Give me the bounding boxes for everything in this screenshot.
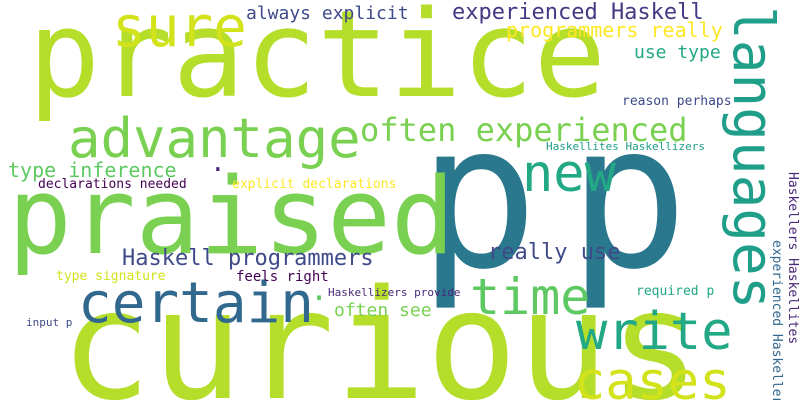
word-programmers-really: programmers really	[506, 18, 723, 42]
word-use-type: use type	[634, 42, 721, 63]
word-certain: certain	[78, 271, 315, 336]
word-required-p: required p	[636, 284, 715, 299]
word-always-explicit: always explicit	[246, 3, 409, 24]
word-type-signature: type signature	[56, 269, 166, 284]
word-p-large-first: p	[418, 81, 539, 314]
word-new: new	[522, 144, 616, 204]
word-feels-right: feels right	[236, 269, 329, 285]
word-type-inference: type inference	[8, 158, 177, 182]
word-haskell-programmers: Haskell programmers	[122, 246, 374, 271]
word-input-p: input p	[26, 316, 73, 329]
word-haskellers-haskellites: Haskellers Haskellites	[785, 172, 800, 345]
word-often-see: often see	[334, 300, 432, 321]
word-haskellizers-provide: Haskellizers provide	[328, 286, 461, 299]
word-p-large-second: p	[568, 81, 689, 314]
word-haskellites-haskellizers: Haskellites Haskellizers	[546, 140, 705, 153]
word-curious: curious	[60, 257, 701, 400]
word-advantage: advantage	[68, 107, 361, 170]
word-practice: practice	[28, 0, 606, 125]
word-dot-lower: .	[310, 273, 329, 308]
word-really-use: really use	[488, 240, 621, 265]
word-write: write	[576, 302, 733, 362]
word-declarations-needed: declarations needed	[38, 177, 187, 192]
word-languages: languages	[720, 6, 785, 310]
word-experienced-haskell: experienced Haskell	[452, 0, 704, 25]
word-often-experienced: often experienced	[360, 111, 688, 149]
word-dot-upper: .	[210, 148, 226, 178]
word-time: time	[470, 268, 591, 326]
word-sure: sure	[112, 0, 247, 60]
word-experienced-haskellers: experienced Haskellers	[769, 240, 784, 400]
word-reason-perhaps: reason perhaps	[622, 94, 732, 109]
word-cases: cases	[574, 352, 731, 400]
word-explicit-declarations: explicit declarations	[232, 177, 397, 192]
word-praised: praised	[8, 155, 455, 278]
